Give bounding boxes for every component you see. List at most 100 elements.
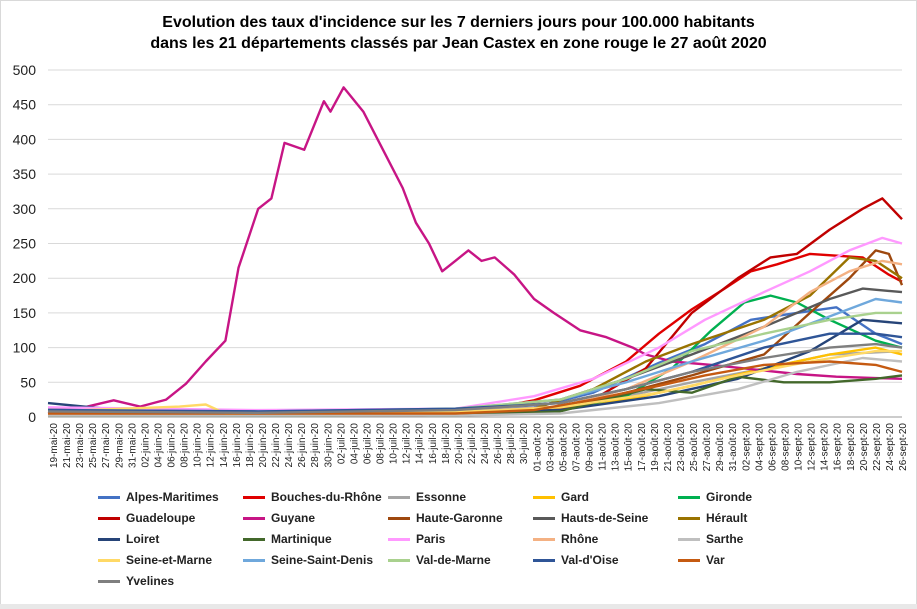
x-tick-label: 21-mai-20 — [62, 423, 73, 468]
legend-swatch — [98, 516, 120, 520]
x-tick-label: 24-sept-20 — [885, 423, 896, 471]
x-tick-label: 08-sept-20 — [780, 423, 791, 471]
x-tick-label: 15-août-20 — [624, 423, 635, 472]
x-tick-label: 20-juil-20 — [454, 423, 465, 465]
x-tick-label: 24-juin-20 — [284, 423, 295, 468]
legend-label: Seine-Saint-Denis — [271, 553, 374, 567]
legend-item: Guadeloupe — [98, 509, 195, 527]
x-tick-label: 08-juin-20 — [180, 423, 191, 468]
legend-item: Hérault — [678, 509, 747, 527]
x-tick-label: 30-juin-20 — [323, 423, 334, 468]
chart-title-block: Evolution des taux d'incidence sur les 7… — [0, 12, 917, 54]
legend-swatch — [678, 537, 700, 541]
x-tick-label: 14-juin-20 — [219, 423, 230, 468]
x-tick-label: 24-juil-20 — [480, 423, 491, 465]
x-tick-label: 11-août-20 — [598, 423, 609, 471]
legend-label: Guyane — [271, 511, 316, 525]
x-tick-label: 19-août-20 — [650, 423, 661, 472]
series-line — [48, 356, 903, 417]
legend-item: Essonne — [388, 488, 466, 506]
legend-swatch — [388, 516, 410, 520]
legend-item: Rhône — [533, 530, 598, 548]
series-line — [47, 197, 903, 417]
legend-swatch — [533, 537, 555, 541]
x-tick-label: 22-sept-20 — [872, 423, 883, 471]
x-tick-label: 04-juil-20 — [349, 423, 360, 465]
x-tick-label: 27-mai-20 — [101, 423, 112, 468]
legend-item: Yvelines — [98, 572, 174, 590]
legend-item: Loiret — [98, 530, 159, 548]
x-tick-label: 18-juin-20 — [245, 423, 256, 468]
legend-label: Alpes-Maritimes — [126, 490, 219, 504]
legend-label: Val-de-Marne — [416, 553, 491, 567]
legend-swatch — [678, 516, 700, 520]
legend-item: Var — [678, 551, 725, 569]
legend-label: Seine-et-Marne — [126, 553, 213, 567]
x-tick-label: 22-juin-20 — [271, 423, 282, 468]
legend-swatch — [243, 495, 265, 499]
x-tick-label: 08-juil-20 — [376, 423, 387, 465]
y-tick-label: 500 — [13, 62, 37, 78]
legend-swatch — [533, 516, 555, 520]
legend-swatch — [678, 495, 700, 499]
legend-item: Guyane — [243, 509, 315, 527]
legend-label: Paris — [416, 532, 446, 546]
y-tick-label: 200 — [13, 270, 37, 286]
legend-label: Rhône — [561, 532, 599, 546]
x-tick-label: 06-sept-20 — [767, 423, 778, 471]
x-tick-label: 14-sept-20 — [820, 423, 831, 471]
x-tick-label: 31-mai-20 — [127, 423, 138, 468]
legend-item: Paris — [388, 530, 445, 548]
legend-item: Val-de-Marne — [388, 551, 491, 569]
x-tick-label: 27-août-20 — [702, 423, 713, 472]
x-tick-label: 16-juil-20 — [428, 423, 439, 465]
x-tick-label: 04-sept-20 — [754, 423, 765, 471]
x-tick-label: 02-juin-20 — [140, 423, 151, 468]
legend-item: Sarthe — [678, 530, 743, 548]
legend-label: Haute-Garonne — [416, 511, 503, 525]
x-tick-label: 26-juil-20 — [493, 423, 504, 465]
y-tick-label: 300 — [13, 201, 37, 217]
x-tick-label: 10-juil-20 — [389, 423, 400, 465]
x-tick-label: 02-sept-20 — [741, 423, 752, 471]
legend-label: Hauts-de-Seine — [561, 511, 649, 525]
legend-swatch — [388, 558, 410, 562]
x-tick-label: 21-août-20 — [663, 423, 674, 472]
x-tick-label: 14-juil-20 — [415, 423, 426, 465]
x-tick-label: 23-mai-20 — [75, 423, 86, 468]
legend-item: Gard — [533, 488, 589, 506]
series-line — [48, 360, 903, 415]
legend-swatch — [388, 537, 410, 541]
x-tick-label: 16-juin-20 — [232, 423, 243, 468]
legend-item: Seine-Saint-Denis — [243, 551, 373, 569]
x-tick-label: 12-juil-20 — [402, 423, 413, 465]
legend-item: Hauts-de-Seine — [533, 509, 648, 527]
y-tick-label: 50 — [20, 374, 36, 390]
chart-title: Evolution des taux d'incidence sur les 7… — [162, 14, 755, 31]
x-tick-label: 13-août-20 — [611, 423, 622, 472]
x-tick-label: 28-juin-20 — [310, 423, 321, 468]
x-tick-label: 18-sept-20 — [846, 423, 857, 471]
legend-item: Martinique — [243, 530, 332, 548]
legend-label: Hérault — [706, 511, 748, 525]
legend-label: Var — [706, 553, 725, 567]
legend-swatch — [98, 537, 120, 541]
legend-label: Bouches-du-Rhône — [271, 490, 382, 504]
legend-swatch — [98, 558, 120, 562]
legend-swatch — [678, 558, 700, 562]
legend-label: Val-d'Oise — [561, 553, 619, 567]
x-tick-label: 19-mai-20 — [49, 423, 60, 468]
legend-label: Yvelines — [126, 574, 175, 588]
x-tick-label: 25-mai-20 — [88, 423, 99, 468]
legend-swatch — [388, 495, 410, 499]
legend-item: Val-d'Oise — [533, 551, 619, 569]
x-tick-label: 06-juil-20 — [362, 423, 373, 465]
x-tick-label: 09-août-20 — [585, 423, 596, 472]
x-tick-label: 26-juin-20 — [297, 423, 308, 468]
x-tick-label: 06-juin-20 — [167, 423, 178, 468]
series-lines — [47, 86, 904, 417]
legend-swatch — [243, 516, 265, 520]
y-tick-label: 0 — [28, 409, 36, 425]
x-tick-label: 26-sept-20 — [898, 423, 909, 471]
